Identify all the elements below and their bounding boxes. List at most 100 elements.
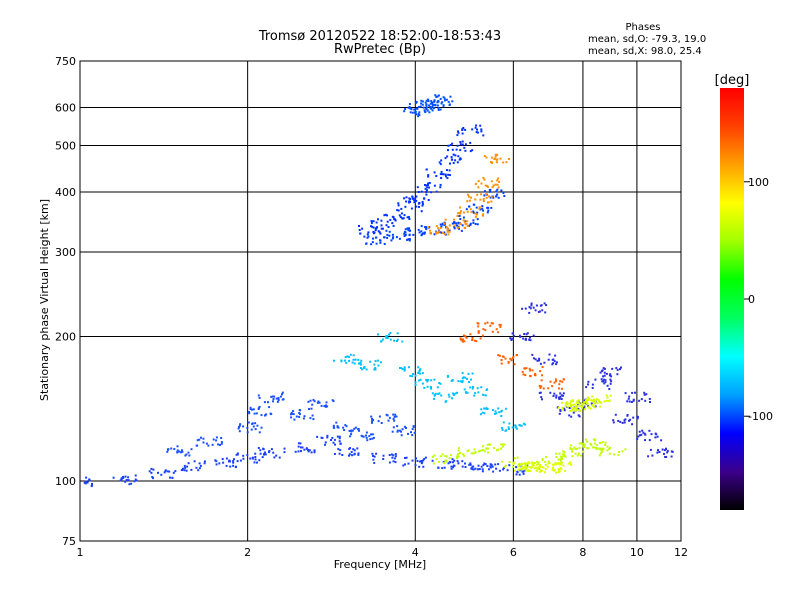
- data-point: [257, 447, 286, 459]
- data-point: [647, 447, 674, 458]
- data-point: [481, 443, 506, 454]
- y-tick-label: 300: [55, 246, 76, 259]
- x-tick-labels: 1 2 4 6 8 10 12: [77, 546, 689, 559]
- data-point: [584, 438, 607, 450]
- data-point: [576, 397, 603, 409]
- data-point: [443, 218, 469, 230]
- x-tick-label: 1: [77, 546, 84, 559]
- data-point: [377, 332, 404, 343]
- data-point: [456, 206, 485, 218]
- data-point: [425, 94, 454, 106]
- data-point: [531, 353, 558, 366]
- data-point: [332, 421, 360, 432]
- data-point: [383, 209, 411, 221]
- data-point: [180, 460, 206, 472]
- data-point: [166, 445, 193, 457]
- phases-line-x: mean, sd,X: 98.0, 25.4: [588, 46, 702, 57]
- data-point: [397, 200, 424, 213]
- data-point: [447, 140, 474, 153]
- data-point: [294, 442, 316, 454]
- data-point: [474, 176, 501, 189]
- data-point: [359, 359, 382, 371]
- data-point: [555, 446, 583, 458]
- data-point: [509, 332, 535, 342]
- data-point: [432, 453, 459, 465]
- data-point: [425, 168, 451, 180]
- data-point: [599, 366, 622, 378]
- data-point: [431, 391, 458, 403]
- data-point: [257, 391, 285, 404]
- colorbar-tick-label: 0: [748, 293, 755, 306]
- data-point: [624, 391, 651, 403]
- y-axis-label: Stationary phase Virtual Height [km]: [38, 199, 51, 401]
- data-point: [214, 457, 237, 469]
- colorbar-tick-label: -100: [748, 410, 773, 423]
- data-point: [371, 452, 397, 464]
- data-point: [420, 225, 447, 236]
- plot-frame: [79, 60, 682, 542]
- data-point: [414, 378, 442, 390]
- phases-header: Phases: [625, 22, 660, 33]
- data-point: [446, 372, 474, 384]
- y-tick-labels: 75 100 200 300 400 500 600 750: [55, 55, 76, 548]
- data-point: [333, 447, 360, 457]
- data-point: [316, 434, 342, 446]
- data-point: [544, 461, 573, 472]
- data-point: [290, 409, 315, 421]
- data-point: [585, 394, 612, 406]
- data-point: [402, 456, 427, 468]
- x-tick-label: 2: [244, 546, 251, 559]
- x-tick-label: 10: [630, 546, 644, 559]
- phases-line-o: mean, sd,O: -79.3, 19.0: [588, 34, 706, 45]
- data-point: [459, 331, 484, 343]
- data-point: [370, 413, 398, 424]
- data-point: [457, 460, 483, 471]
- colorbar-ticks: 100 0 -100: [744, 176, 773, 423]
- colorbar: [720, 88, 744, 510]
- y-tick-label: 500: [55, 140, 76, 153]
- x-tick-label: 12: [674, 546, 688, 559]
- colorbar-label: [deg]: [715, 73, 750, 88]
- data-point: [416, 181, 442, 194]
- data-point: [500, 421, 527, 432]
- data-point: [481, 462, 505, 473]
- data-point: [148, 467, 177, 480]
- y-tick-label: 75: [62, 535, 76, 548]
- data-point: [612, 413, 639, 426]
- y-tick-label: 600: [55, 102, 76, 115]
- data-point: [237, 421, 263, 434]
- y-tick-label: 400: [55, 186, 76, 199]
- chart-subtitle: RwPretec (Bp): [334, 42, 426, 57]
- data-point: [391, 425, 416, 437]
- data-point: [438, 153, 462, 166]
- data-point: [195, 436, 223, 447]
- data-point: [370, 218, 397, 230]
- data-point: [570, 442, 598, 453]
- data-point: [537, 453, 566, 464]
- data-point: [636, 429, 663, 442]
- data-point: [463, 386, 489, 397]
- data-point: [399, 366, 424, 378]
- data-point: [538, 378, 565, 390]
- data-point: [521, 366, 544, 378]
- grid: [79, 60, 682, 542]
- data-point: [479, 407, 507, 417]
- data-point: [112, 474, 138, 486]
- data-point: [476, 321, 502, 334]
- data-point: [466, 193, 493, 204]
- data-point: [456, 447, 485, 458]
- data-point: [307, 398, 335, 410]
- data-point: [497, 354, 518, 366]
- data-point: [598, 445, 627, 457]
- y-tick-label: 100: [55, 475, 76, 488]
- data-point: [483, 153, 510, 164]
- x-tick-label: 6: [510, 546, 517, 559]
- data-point: [415, 100, 442, 111]
- x-axis-label: Frequency [MHz]: [334, 558, 426, 571]
- data-point: [556, 406, 581, 418]
- data-point: [456, 124, 485, 137]
- y-tick-label: 200: [55, 331, 76, 344]
- data-point: [363, 234, 391, 246]
- scatter-points: [83, 94, 674, 488]
- x-tick-label: 4: [412, 546, 419, 559]
